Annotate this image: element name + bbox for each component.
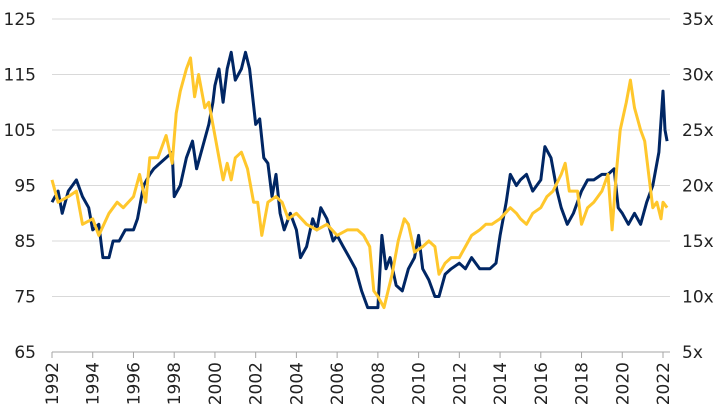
x-tick-label: 2018 xyxy=(573,362,593,405)
x-tick-label: 2022 xyxy=(654,362,674,405)
gridlines xyxy=(52,18,670,353)
x-tick-label: 2008 xyxy=(369,362,389,405)
x-tick-label: 2004 xyxy=(287,362,307,405)
x-tick-label: 2014 xyxy=(491,362,511,405)
y2-tick-label: 20x xyxy=(682,177,714,197)
left-axis-ticks: 65 75 85 95 105 115 125 xyxy=(4,10,36,363)
x-tick-label: 2016 xyxy=(532,362,552,405)
series-line-gold xyxy=(50,56,669,310)
x-axis-ticks: 1992 1994 1996 1998 2000 2002 2004 2006 2008 2010… xyxy=(43,352,674,405)
x-tick-label: 2002 xyxy=(247,362,267,405)
right-axis-ticks: 5x 10x 15x 20x 25x 30x 35x xyxy=(682,10,714,363)
y2-tick-label: 15x xyxy=(682,232,714,252)
y2-tick-label: 35x xyxy=(682,10,714,30)
series-line-navy xyxy=(50,50,669,310)
series-lines xyxy=(50,50,669,310)
y2-tick-label: 25x xyxy=(682,121,714,141)
x-tick-label: 2012 xyxy=(450,362,470,405)
x-tick-label: 2010 xyxy=(410,362,430,405)
x-tick-label: 1994 xyxy=(84,362,104,405)
y2-tick-label: 30x xyxy=(682,66,714,86)
x-tick-label: 1992 xyxy=(43,362,63,405)
x-tick-label: 2000 xyxy=(206,362,226,405)
x-tick-label: 2006 xyxy=(328,362,348,405)
x-tick-label: 1998 xyxy=(165,362,185,405)
y-tick-label: 105 xyxy=(4,121,36,141)
y2-tick-label: 10x xyxy=(682,288,714,308)
y-tick-label: 65 xyxy=(14,343,36,363)
y2-tick-label: 5x xyxy=(682,343,703,363)
x-tick-label: 1996 xyxy=(124,362,144,405)
y-tick-label: 75 xyxy=(14,288,36,308)
y-tick-label: 115 xyxy=(4,66,36,86)
y-tick-label: 95 xyxy=(14,177,36,197)
y-tick-label: 125 xyxy=(4,10,36,30)
x-tick-label: 2020 xyxy=(613,362,633,405)
y-tick-label: 85 xyxy=(14,232,36,252)
